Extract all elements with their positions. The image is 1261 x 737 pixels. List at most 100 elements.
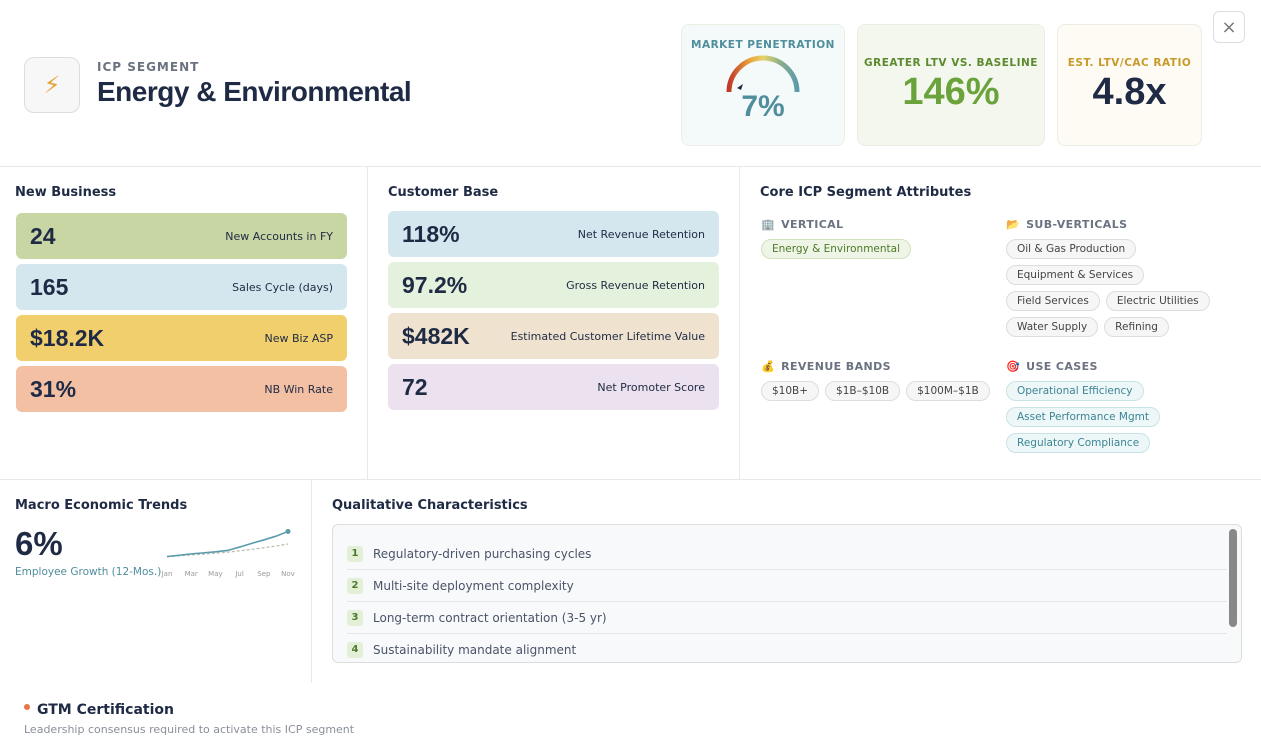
footer-subtitle: Leadership consensus required to activat… — [24, 723, 355, 736]
item-text: Regulatory-driven purchasing cycles — [373, 546, 592, 561]
metric-label: New Accounts in FY — [225, 229, 333, 243]
x-tick-label: Nov — [281, 570, 295, 578]
metric-label: Net Promoter Score — [597, 380, 705, 394]
x-tick-label: Jan — [161, 570, 173, 578]
section-title: Qualitative Characteristics — [332, 498, 528, 513]
divider — [367, 167, 368, 479]
x-tick-label: Sep — [257, 570, 271, 578]
metric-row: 72 Net Promoter Score — [388, 364, 719, 410]
tag-list: Operational Efficiency Asset Performance … — [1006, 381, 1241, 453]
group-label: 💰 REVENUE BANDS — [761, 360, 996, 373]
macro-caption: Employee Growth (12-Mos.) — [15, 566, 162, 578]
qualitative-item: 2 Multi-site deployment complexity — [347, 570, 1227, 602]
metric-value: 31% — [30, 375, 77, 402]
kpi-value: 4.8x — [1092, 71, 1167, 113]
section-title: Customer Base — [388, 185, 499, 200]
kpi-label: EST. LTV/CAC RATIO — [1067, 57, 1192, 69]
metric-row: 24 New Accounts in FY — [16, 213, 347, 259]
item-number: 2 — [347, 577, 363, 594]
macro-value: 6% — [15, 525, 63, 562]
tag: Energy & Environmental — [761, 239, 912, 259]
metric-row: 165 Sales Cycle (days) — [16, 264, 347, 310]
attribute-group: 🎯 USE CASES Operational Efficiency Asset Pe… — [1006, 360, 1241, 453]
metric-label: New Biz ASP — [264, 331, 333, 345]
gauge — [726, 55, 800, 93]
group-label: 🏢 VERTICAL — [761, 218, 996, 231]
divider — [0, 166, 1261, 167]
tag: Field Services — [1006, 291, 1100, 311]
footer-title: GTM Certification — [37, 702, 174, 718]
item-text: Multi-site deployment complexity — [373, 578, 574, 593]
qualitative-item: 3 Long-term contract orientation (3-5 yr) — [347, 602, 1227, 634]
attribute-group: 🏢 VERTICAL Energy & Environmental — [761, 218, 996, 259]
item-number: 3 — [347, 609, 363, 626]
qualitative-item: 4 Sustainability mandate alignment — [347, 634, 1227, 662]
item-text: Sustainability mandate alignment — [373, 642, 577, 657]
tag-list: Oil & Gas Production Equipment & Services… — [1006, 239, 1241, 337]
tag: Asset Performance Mgmt — [1006, 407, 1160, 427]
kpi-card: MARKET PENETRATION 7% — [681, 24, 845, 146]
attribute-group: 💰 REVENUE BANDS $10B+ $1B–$10B $100M–$1B — [761, 360, 996, 401]
kpi-card: EST. LTV/CAC RATIO 4.8x — [1057, 24, 1202, 146]
item-number: 4 — [347, 641, 363, 658]
group-icon: 💰 — [761, 360, 776, 373]
metric-value: 24 — [30, 222, 56, 249]
metric-row: $482K Estimated Customer Lifetime Value — [388, 313, 719, 359]
tag: Equipment & Services — [1006, 265, 1145, 285]
tag: Refining — [1104, 317, 1169, 337]
metric-label: Net Revenue Retention — [577, 227, 705, 241]
metric-value: $482K — [402, 322, 470, 349]
group-name: REVENUE BANDS — [781, 360, 891, 373]
qualitative-list: 1 Regulatory-driven purchasing cycles 2 Mul… — [333, 538, 1241, 662]
series-line — [166, 543, 289, 558]
metric-label: Sales Cycle (days) — [232, 280, 333, 294]
kpi-value: 7% — [741, 90, 785, 123]
section-title: Macro Economic Trends — [15, 498, 188, 513]
eyebrow: ICP SEGMENT — [97, 60, 200, 74]
group-name: VERTICAL — [781, 218, 844, 231]
attribute-group: 📂 SUB-VERTICALS Oil & Gas Production Equipm… — [1006, 218, 1241, 337]
qualitative-box: 1 Regulatory-driven purchasing cycles 2 Mul… — [332, 524, 1242, 663]
metric-label: NB Win Rate — [264, 382, 333, 396]
item-number: 1 — [347, 545, 363, 562]
tag: Water Supply — [1006, 317, 1099, 337]
tag: $100M–$1B — [906, 381, 990, 401]
end-point — [285, 528, 291, 534]
tag: $10B+ — [761, 381, 820, 401]
page-title: Energy & Environmental — [97, 76, 412, 107]
group-icon: 🎯 — [1006, 360, 1021, 373]
kpi-label: MARKET PENETRATION — [691, 39, 835, 51]
metric-row: $18.2K New Biz ASP — [16, 315, 347, 361]
x-tick-label: Jul — [234, 570, 244, 578]
sparkline: Jan Mar May Jul Sep Nov — [161, 528, 295, 578]
metric-value: 97.2% — [402, 271, 468, 298]
group-name: SUB-VERTICALS — [1026, 218, 1128, 231]
close-button[interactable]: × — [1213, 11, 1245, 43]
metric-value: $18.2K — [30, 324, 105, 351]
scrollbar[interactable] — [1229, 529, 1237, 627]
gauge-needle — [737, 84, 743, 90]
divider — [739, 167, 740, 479]
metric-value: 165 — [30, 273, 69, 300]
tag: Operational Efficiency — [1006, 381, 1144, 401]
x-tick-label: May — [208, 570, 222, 578]
item-text: Long-term contract orientation (3-5 yr) — [373, 610, 607, 625]
kpi-value: 146% — [902, 71, 1000, 113]
tag: Oil & Gas Production — [1006, 239, 1137, 259]
qualitative-item: 1 Regulatory-driven purchasing cycles — [347, 538, 1227, 570]
group-icon: 🏢 — [761, 218, 776, 231]
group-name: USE CASES — [1026, 360, 1098, 373]
section-title: New Business — [15, 185, 117, 200]
kpi-card: GREATER LTV VS. BASELINE 146% — [857, 24, 1045, 146]
metric-row: 118% Net Revenue Retention — [388, 211, 719, 257]
tag: $1B–$10B — [825, 381, 901, 401]
tag-list: $10B+ $1B–$10B $100M–$1B — [761, 381, 996, 401]
group-label: 📂 SUB-VERTICALS — [1006, 218, 1241, 231]
tag-list: Energy & Environmental — [761, 239, 996, 259]
divider — [0, 479, 1261, 480]
divider — [311, 480, 312, 683]
metric-value: 72 — [402, 373, 428, 400]
metric-label: Gross Revenue Retention — [566, 278, 705, 292]
